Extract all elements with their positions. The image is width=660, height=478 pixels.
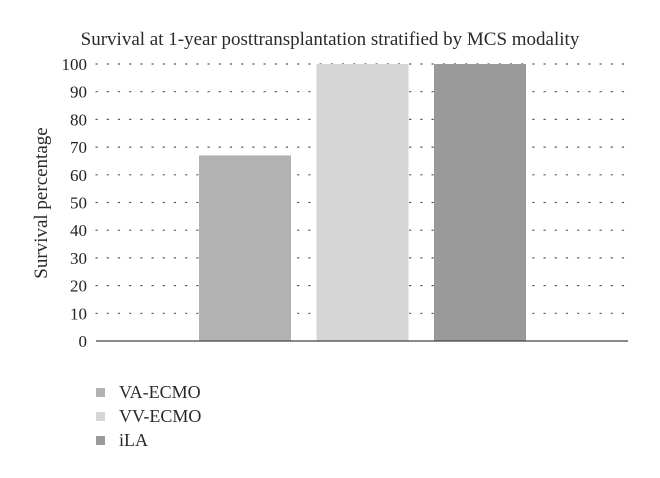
y-tick-label: 90 (70, 83, 87, 102)
legend-label: VA-ECMO (119, 381, 201, 402)
legend-swatch-va-ecmo (96, 387, 105, 397)
y-tick-labels: 0 10 20 30 40 50 60 70 80 90 100 (62, 55, 88, 351)
y-tick-label: 70 (70, 138, 87, 157)
legend-item: VA-ECMO (96, 380, 201, 404)
bar-ila (434, 64, 526, 341)
y-tick-label: 20 (70, 277, 87, 296)
y-tick-label: 100 (62, 55, 88, 74)
y-tick-label: 40 (70, 221, 87, 240)
y-tick-label: 60 (70, 166, 87, 185)
y-tick-label: 30 (70, 249, 87, 268)
legend-swatch-vv-ecmo (96, 411, 105, 421)
legend-item: iLA (96, 428, 201, 452)
chart-title: Survival at 1-year posttransplantation s… (80, 29, 580, 50)
bars (199, 64, 526, 341)
y-tick-label: 0 (79, 332, 88, 351)
y-tick-label: 10 (70, 304, 87, 323)
bar-vv-ecmo (316, 64, 409, 341)
legend-item: VV-ECMO (96, 404, 201, 428)
legend: VA-ECMO VV-ECMO iLA (96, 380, 201, 452)
legend-label: iLA (119, 429, 148, 450)
bar-va-ecmo (199, 155, 291, 341)
y-tick-label: 80 (70, 110, 87, 129)
legend-swatch-ila (96, 435, 105, 445)
legend-label: VV-ECMO (119, 405, 202, 426)
y-tick-label: 50 (70, 194, 87, 213)
